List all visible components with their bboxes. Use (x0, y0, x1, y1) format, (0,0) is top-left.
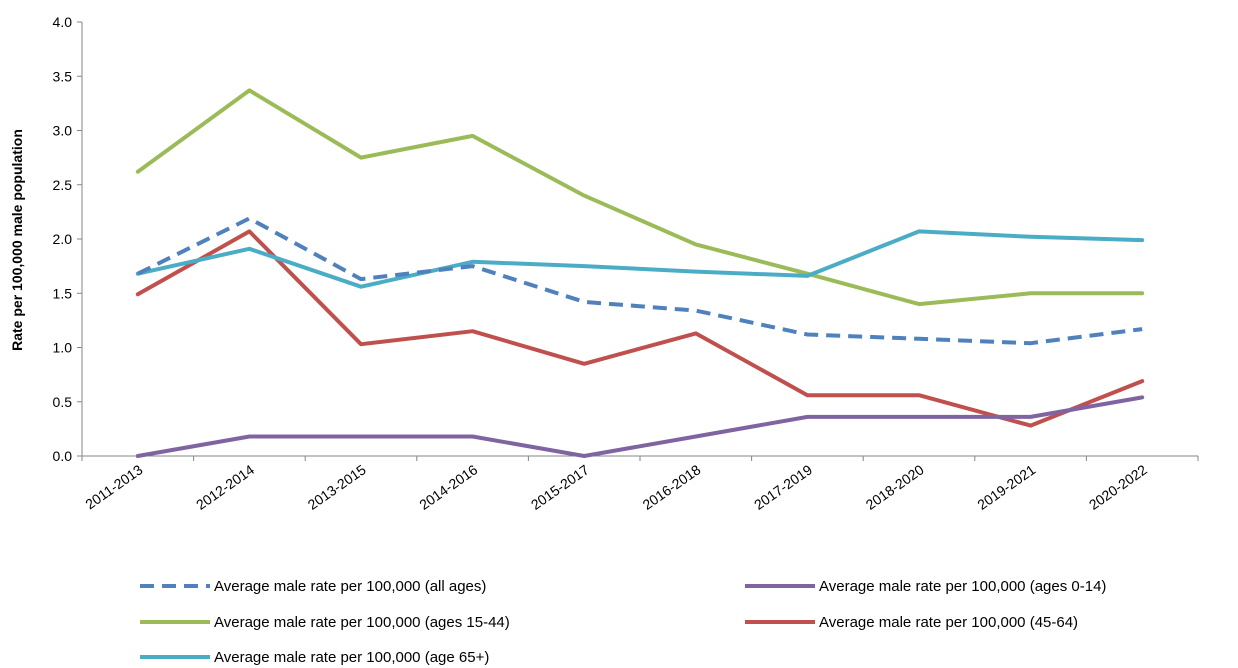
y-axis-label: Rate per 100,000 male population (9, 129, 25, 351)
x-tick-label: 2020-2022 (1086, 461, 1150, 513)
x-tick-label: 2013-2015 (305, 461, 369, 513)
series-line-2 (135, 88, 1145, 307)
legend-label: Average male rate per 100,000 (ages 0-14… (819, 578, 1106, 595)
legend: Average male rate per 100,000 (all ages)… (140, 578, 1106, 666)
x-tick-label: 2012-2014 (193, 461, 257, 513)
y-tick-label: 3.5 (53, 68, 73, 84)
x-tick-label: 2017-2019 (751, 461, 815, 513)
legend-label: Average male rate per 100,000 (45-64) (819, 614, 1078, 631)
legend-label: Average male rate per 100,000 (all ages) (214, 578, 486, 595)
x-tick-label: 2019-2021 (974, 461, 1038, 513)
y-tick-label: 4.0 (53, 14, 73, 30)
y-tick-label: 2.0 (53, 231, 73, 247)
axes: 0.0 0.5 1.0 1.5 2.0 2.5 3.0 3.5 4.0 2011-2013 2012… (53, 14, 1199, 513)
x-tick-label: 2018-2020 (863, 461, 927, 513)
x-tick-label: 2014-2016 (416, 461, 480, 513)
y-tick-label: 1.0 (53, 340, 73, 356)
legend-label: Average male rate per 100,000 (age 65+) (214, 649, 489, 666)
y-tick-label: 1.5 (53, 285, 73, 301)
x-tick-label: 2011-2013 (82, 461, 145, 512)
x-tick-label: 2016-2018 (639, 461, 703, 513)
y-tick-label: 0.0 (53, 448, 73, 464)
series-layer (135, 88, 1145, 458)
x-tick-label: 2015-2017 (528, 461, 592, 513)
series-line-0 (136, 216, 1143, 346)
y-tick-label: 3.0 (53, 123, 73, 139)
legend-label: Average male rate per 100,000 (ages 15-4… (214, 614, 510, 631)
y-tick-label: 0.5 (53, 394, 73, 410)
y-tick-label: 2.5 (53, 177, 73, 193)
series-line-4 (135, 229, 1145, 289)
series-line-3 (135, 229, 1145, 428)
series-line-1 (135, 395, 1145, 458)
